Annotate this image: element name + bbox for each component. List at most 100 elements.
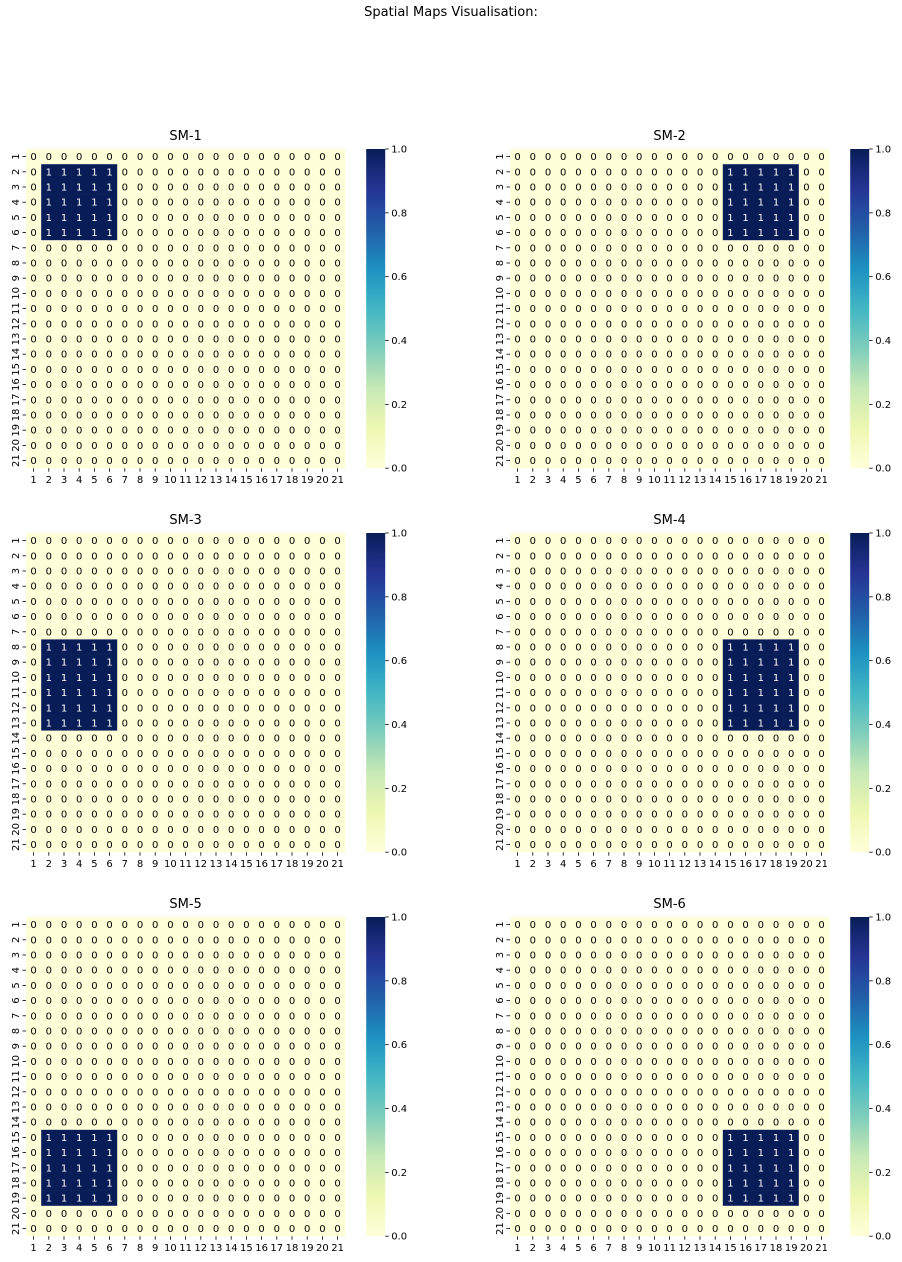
cell-value-label: 0 [334, 1148, 340, 1159]
cell-value-label: 0 [167, 536, 173, 547]
cell-value-label: 0 [258, 810, 264, 821]
x-tick-label: 1 [514, 859, 520, 870]
cell-value-label: 0 [228, 152, 234, 163]
cell-value-label: 0 [545, 274, 551, 285]
colorbar: 0.00.20.40.60.81.0 [366, 145, 407, 475]
cell-value-label: 0 [818, 779, 824, 790]
cell-value-label: 0 [152, 764, 158, 775]
cell-value-label: 0 [137, 1011, 143, 1022]
cell-value-label: 0 [243, 304, 249, 315]
cell-value-label: 0 [182, 426, 188, 437]
cell-value-label: 0 [182, 688, 188, 699]
cell-value-label: 0 [274, 152, 280, 163]
heatmap-cell [178, 179, 194, 195]
cell-value-label: 1 [727, 198, 733, 209]
y-tick-label: 18 [11, 1177, 22, 1190]
cell-value-label: 0 [152, 658, 158, 669]
cell-value-label: 0 [213, 1042, 219, 1053]
cell-value-label: 1 [61, 673, 67, 684]
cell-value-label: 0 [590, 365, 596, 376]
cell-value-label: 0 [289, 304, 295, 315]
cell-value-label: 0 [46, 289, 52, 300]
cell-value-label: 0 [137, 1148, 143, 1159]
cell-value-label: 0 [712, 688, 718, 699]
cell-value-label: 0 [666, 567, 672, 578]
x-tick-label: 19 [301, 1243, 314, 1254]
cell-value-label: 0 [590, 810, 596, 821]
cell-value-label: 0 [213, 1209, 219, 1220]
cell-value-label: 0 [228, 456, 234, 467]
cell-value-label: 0 [319, 810, 325, 821]
cell-value-label: 0 [545, 582, 551, 593]
cell-value-label: 0 [122, 365, 128, 376]
cell-value-label: 0 [228, 198, 234, 209]
cell-value-label: 0 [152, 825, 158, 836]
x-tick-label: 16 [739, 859, 752, 870]
cell-value-label: 0 [258, 259, 264, 270]
panel-title: SM-5 [169, 897, 201, 912]
cell-value-label: 0 [182, 981, 188, 992]
cell-value-label: 0 [274, 825, 280, 836]
cell-value-label: 0 [152, 1072, 158, 1083]
heatmap-cell [238, 179, 255, 195]
cell-value-label: 0 [228, 213, 234, 224]
cell-value-label: 0 [91, 1072, 97, 1083]
cell-value-label: 0 [514, 228, 520, 239]
cell-value-label: 0 [274, 951, 280, 962]
cell-value-label: 0 [304, 582, 310, 593]
cell-value-label: 1 [76, 228, 82, 239]
cell-value-label: 0 [167, 411, 173, 422]
cell-value-label: 0 [258, 304, 264, 315]
cell-value-label: 0 [530, 335, 536, 346]
cell-value-label: 0 [621, 304, 627, 315]
cell-value-label: 0 [274, 779, 280, 790]
cell-value-label: 0 [606, 673, 612, 684]
heatmap-cell [178, 149, 194, 165]
cell-value-label: 0 [575, 167, 581, 178]
cell-value-label: 0 [606, 840, 612, 851]
cell-value-label: 0 [137, 1163, 143, 1174]
cell-value-label: 0 [304, 764, 310, 775]
colorbar-tick-label: 1.0 [391, 913, 407, 924]
x-tick-label: 17 [754, 859, 767, 870]
cell-value-label: 1 [76, 688, 82, 699]
cell-value-label: 0 [167, 951, 173, 962]
cell-value-label: 0 [560, 810, 566, 821]
cell-value-label: 0 [137, 1103, 143, 1114]
cell-value-label: 0 [304, 688, 310, 699]
cell-value-label: 0 [621, 825, 627, 836]
cell-value-label: 0 [122, 951, 128, 962]
cell-value-label: 0 [243, 673, 249, 684]
cell-value-label: 0 [758, 395, 764, 406]
cell-value-label: 0 [758, 380, 764, 391]
cell-value-label: 0 [590, 274, 596, 285]
cell-value-label: 0 [742, 612, 748, 623]
cell-value-label: 0 [228, 688, 234, 699]
cell-value-label: 0 [213, 1057, 219, 1068]
cell-value-label: 0 [742, 779, 748, 790]
x-tick-label: 18 [286, 475, 299, 486]
cell-value-label: 0 [76, 825, 82, 836]
cell-value-label: 0 [30, 1103, 36, 1114]
cell-value-label: 0 [727, 274, 733, 285]
cell-value-label: 1 [91, 228, 97, 239]
cell-value-label: 0 [697, 395, 703, 406]
cell-value-label: 0 [606, 395, 612, 406]
cell-value-label: 0 [258, 198, 264, 209]
cell-value-label: 1 [61, 719, 67, 730]
cell-value-label: 0 [106, 1057, 112, 1068]
cell-value-label: 0 [514, 365, 520, 376]
cell-value-label: 0 [61, 920, 67, 931]
cell-value-label: 0 [319, 243, 325, 254]
cell-value-label: 0 [76, 935, 82, 946]
cell-value-label: 0 [636, 920, 642, 931]
cell-value-label: 1 [788, 643, 794, 654]
cell-value-label: 1 [61, 703, 67, 714]
cell-value-label: 0 [137, 764, 143, 775]
cell-value-label: 0 [228, 1148, 234, 1159]
cell-value-label: 0 [30, 243, 36, 254]
cell-value-label: 0 [91, 920, 97, 931]
cell-value-label: 0 [560, 350, 566, 361]
cell-value-label: 0 [334, 213, 340, 224]
cell-value-label: 0 [228, 426, 234, 437]
